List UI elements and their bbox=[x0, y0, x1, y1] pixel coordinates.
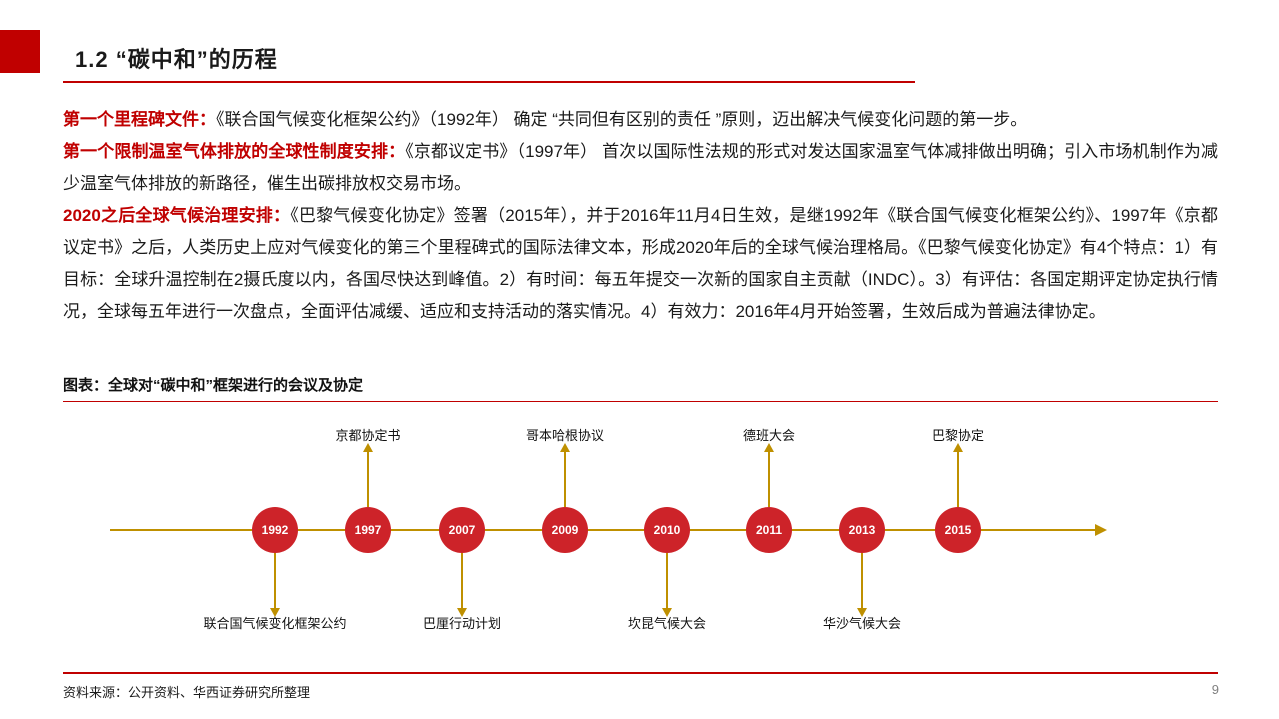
up-arrow-icon bbox=[560, 443, 570, 507]
footer-divider bbox=[63, 672, 1218, 674]
timeline-year-marker: 2007 bbox=[439, 507, 485, 553]
timeline-event-label: 京都协定书 bbox=[335, 428, 401, 443]
timeline-event-label: 联合国气候变化框架公约 bbox=[203, 616, 347, 631]
title-accent-block bbox=[0, 30, 40, 73]
figure-caption: 图表：全球对“碳中和”框架进行的会议及协定 bbox=[63, 377, 364, 394]
down-arrow-icon bbox=[270, 553, 280, 617]
timeline-axis-arrowhead-icon bbox=[1095, 524, 1107, 536]
caption-underline bbox=[63, 401, 1218, 402]
timeline-year-marker: 2015 bbox=[935, 507, 981, 553]
timeline-event-label: 哥本哈根协议 bbox=[525, 428, 605, 443]
source-note: 资料来源：公开资料、华西证券研究所整理 bbox=[63, 685, 311, 700]
timeline-event-label: 巴厘行动计划 bbox=[422, 616, 502, 631]
page-title: 1.2 “碳中和”的历程 bbox=[75, 47, 278, 72]
paragraph-text: 《联合国气候变化框架公约》（1992年） 确定 “共同但有区别的责任 ”原则，迈… bbox=[216, 110, 1028, 129]
body-text: 第一个里程碑文件：《联合国气候变化框架公约》（1992年） 确定 “共同但有区别… bbox=[63, 104, 1218, 328]
timeline-axis bbox=[110, 529, 1095, 531]
paragraph-text: 《巴黎气候变化协定》签署（2015年），并于2016年11月4日生效，是继199… bbox=[63, 206, 1218, 321]
timeline-year-marker: 1997 bbox=[345, 507, 391, 553]
timeline-year-marker: 1992 bbox=[252, 507, 298, 553]
paragraph: 2020之后全球气候治理安排：《巴黎气候变化协定》签署（2015年），并于201… bbox=[63, 200, 1218, 328]
paragraph-lead: 第一个里程碑文件： bbox=[63, 110, 216, 129]
timeline-event-label: 华沙气候大会 bbox=[822, 616, 902, 631]
title-underline bbox=[63, 81, 915, 83]
paragraph-lead: 2020之后全球气候治理安排： bbox=[63, 206, 291, 225]
paragraph-text: 《京都议定书》（1997年） 首次以国际性法规的形式对发达国家温室气体减排做出明… bbox=[63, 142, 1219, 193]
paragraph-lead: 第一个限制温室气体排放的全球性制度安排： bbox=[63, 142, 406, 161]
timeline-year-marker: 2009 bbox=[542, 507, 588, 553]
paragraph: 第一个限制温室气体排放的全球性制度安排：《京都议定书》（1997年） 首次以国际… bbox=[63, 136, 1218, 200]
up-arrow-icon bbox=[764, 443, 774, 507]
paragraph: 第一个里程碑文件：《联合国气候变化框架公约》（1992年） 确定 “共同但有区别… bbox=[63, 104, 1218, 136]
timeline-event-label: 德班大会 bbox=[742, 428, 796, 443]
page-number: 9 bbox=[1211, 682, 1219, 697]
timeline-year-marker: 2013 bbox=[839, 507, 885, 553]
timeline-year-marker: 2010 bbox=[644, 507, 690, 553]
timeline-year-marker: 2011 bbox=[746, 507, 792, 553]
timeline-event-label: 坎昆气候大会 bbox=[627, 616, 707, 631]
timeline-event-label: 巴黎协定 bbox=[931, 428, 985, 443]
up-arrow-icon bbox=[363, 443, 373, 507]
timeline: 联合国气候变化框架公约 1992 京都协定书 1997 巴厘行动计划 2007 … bbox=[63, 410, 1218, 650]
down-arrow-icon bbox=[662, 553, 672, 617]
up-arrow-icon bbox=[953, 443, 963, 507]
down-arrow-icon bbox=[857, 553, 867, 617]
down-arrow-icon bbox=[457, 553, 467, 617]
